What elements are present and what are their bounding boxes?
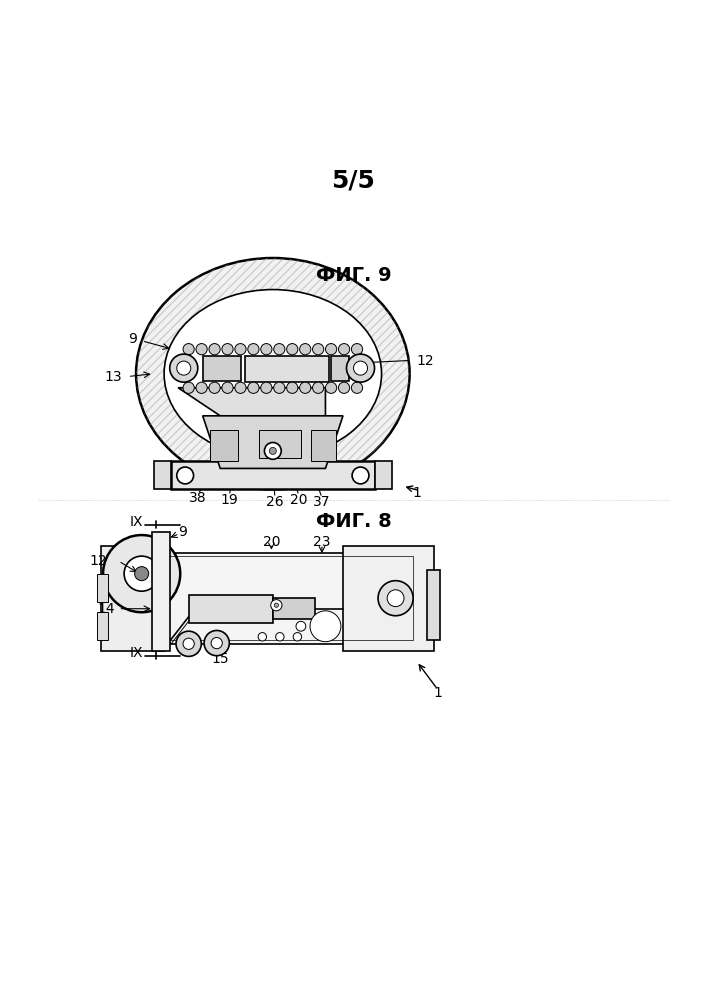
Circle shape <box>209 382 220 393</box>
Bar <box>331 356 349 381</box>
Circle shape <box>222 344 233 355</box>
Ellipse shape <box>136 258 409 489</box>
Circle shape <box>177 361 191 375</box>
Bar <box>168 556 413 640</box>
Circle shape <box>274 344 285 355</box>
Circle shape <box>269 447 276 454</box>
Text: 12: 12 <box>89 554 107 568</box>
Circle shape <box>352 467 369 484</box>
Circle shape <box>176 631 201 656</box>
Circle shape <box>312 344 324 355</box>
Circle shape <box>209 344 220 355</box>
Bar <box>171 461 375 489</box>
Text: 12: 12 <box>416 354 434 368</box>
Text: 14: 14 <box>98 602 115 616</box>
Bar <box>164 553 416 644</box>
Circle shape <box>310 611 341 642</box>
Bar <box>189 595 273 623</box>
Circle shape <box>271 600 282 611</box>
Bar <box>152 532 170 651</box>
Circle shape <box>354 361 368 375</box>
Bar <box>98 612 108 640</box>
Bar <box>343 546 434 651</box>
Circle shape <box>183 638 194 649</box>
Text: IX: IX <box>129 515 143 529</box>
Circle shape <box>261 382 272 393</box>
Circle shape <box>170 354 198 382</box>
Text: IX: IX <box>129 646 143 660</box>
Text: 5/5: 5/5 <box>332 169 375 193</box>
Circle shape <box>183 382 194 393</box>
Bar <box>259 430 301 458</box>
Bar <box>203 356 241 381</box>
Polygon shape <box>203 416 343 468</box>
Circle shape <box>258 633 267 641</box>
Circle shape <box>124 556 159 591</box>
Circle shape <box>235 382 246 393</box>
Circle shape <box>346 354 375 382</box>
Circle shape <box>351 344 363 355</box>
Bar <box>101 546 164 651</box>
Circle shape <box>274 382 285 393</box>
Circle shape <box>387 590 404 607</box>
Text: 20: 20 <box>263 535 280 549</box>
Circle shape <box>196 344 207 355</box>
Circle shape <box>351 382 363 393</box>
Circle shape <box>300 344 311 355</box>
Text: 15: 15 <box>211 652 229 666</box>
Circle shape <box>235 344 246 355</box>
Circle shape <box>103 535 180 612</box>
Circle shape <box>339 344 350 355</box>
Circle shape <box>300 382 311 393</box>
Ellipse shape <box>164 290 382 458</box>
Bar <box>273 598 315 619</box>
Text: 20: 20 <box>290 493 308 507</box>
Bar <box>311 430 336 461</box>
Bar <box>210 430 238 461</box>
Text: 1: 1 <box>412 486 421 500</box>
Circle shape <box>286 344 298 355</box>
Circle shape <box>378 581 413 616</box>
Circle shape <box>222 382 233 393</box>
Circle shape <box>211 637 222 649</box>
Circle shape <box>325 344 337 355</box>
Circle shape <box>274 603 279 607</box>
Text: 13: 13 <box>105 370 122 384</box>
Circle shape <box>264 442 281 459</box>
Text: 9: 9 <box>129 332 137 346</box>
Text: 26: 26 <box>266 495 284 509</box>
Circle shape <box>204 630 229 656</box>
Circle shape <box>312 382 324 393</box>
Circle shape <box>276 633 284 641</box>
Bar <box>153 461 171 489</box>
Circle shape <box>183 344 194 355</box>
Polygon shape <box>178 388 325 461</box>
Circle shape <box>296 621 306 631</box>
Text: 19: 19 <box>221 493 238 507</box>
Circle shape <box>196 382 207 393</box>
Bar <box>98 574 108 602</box>
Circle shape <box>293 633 302 641</box>
Circle shape <box>247 344 259 355</box>
Text: 37: 37 <box>313 495 331 509</box>
Circle shape <box>261 344 272 355</box>
Circle shape <box>247 382 259 393</box>
Text: ФИГ. 8: ФИГ. 8 <box>315 512 392 531</box>
Circle shape <box>177 467 194 484</box>
Text: 9: 9 <box>178 525 187 539</box>
Text: 23: 23 <box>313 535 331 549</box>
Circle shape <box>325 382 337 393</box>
Text: ФИГ. 9: ФИГ. 9 <box>316 266 391 285</box>
Bar <box>427 570 440 640</box>
Text: 38: 38 <box>189 491 206 505</box>
Circle shape <box>134 567 148 581</box>
Circle shape <box>286 382 298 393</box>
Bar <box>245 356 329 382</box>
Circle shape <box>339 382 350 393</box>
Bar <box>375 461 392 489</box>
Text: 1: 1 <box>433 686 442 700</box>
